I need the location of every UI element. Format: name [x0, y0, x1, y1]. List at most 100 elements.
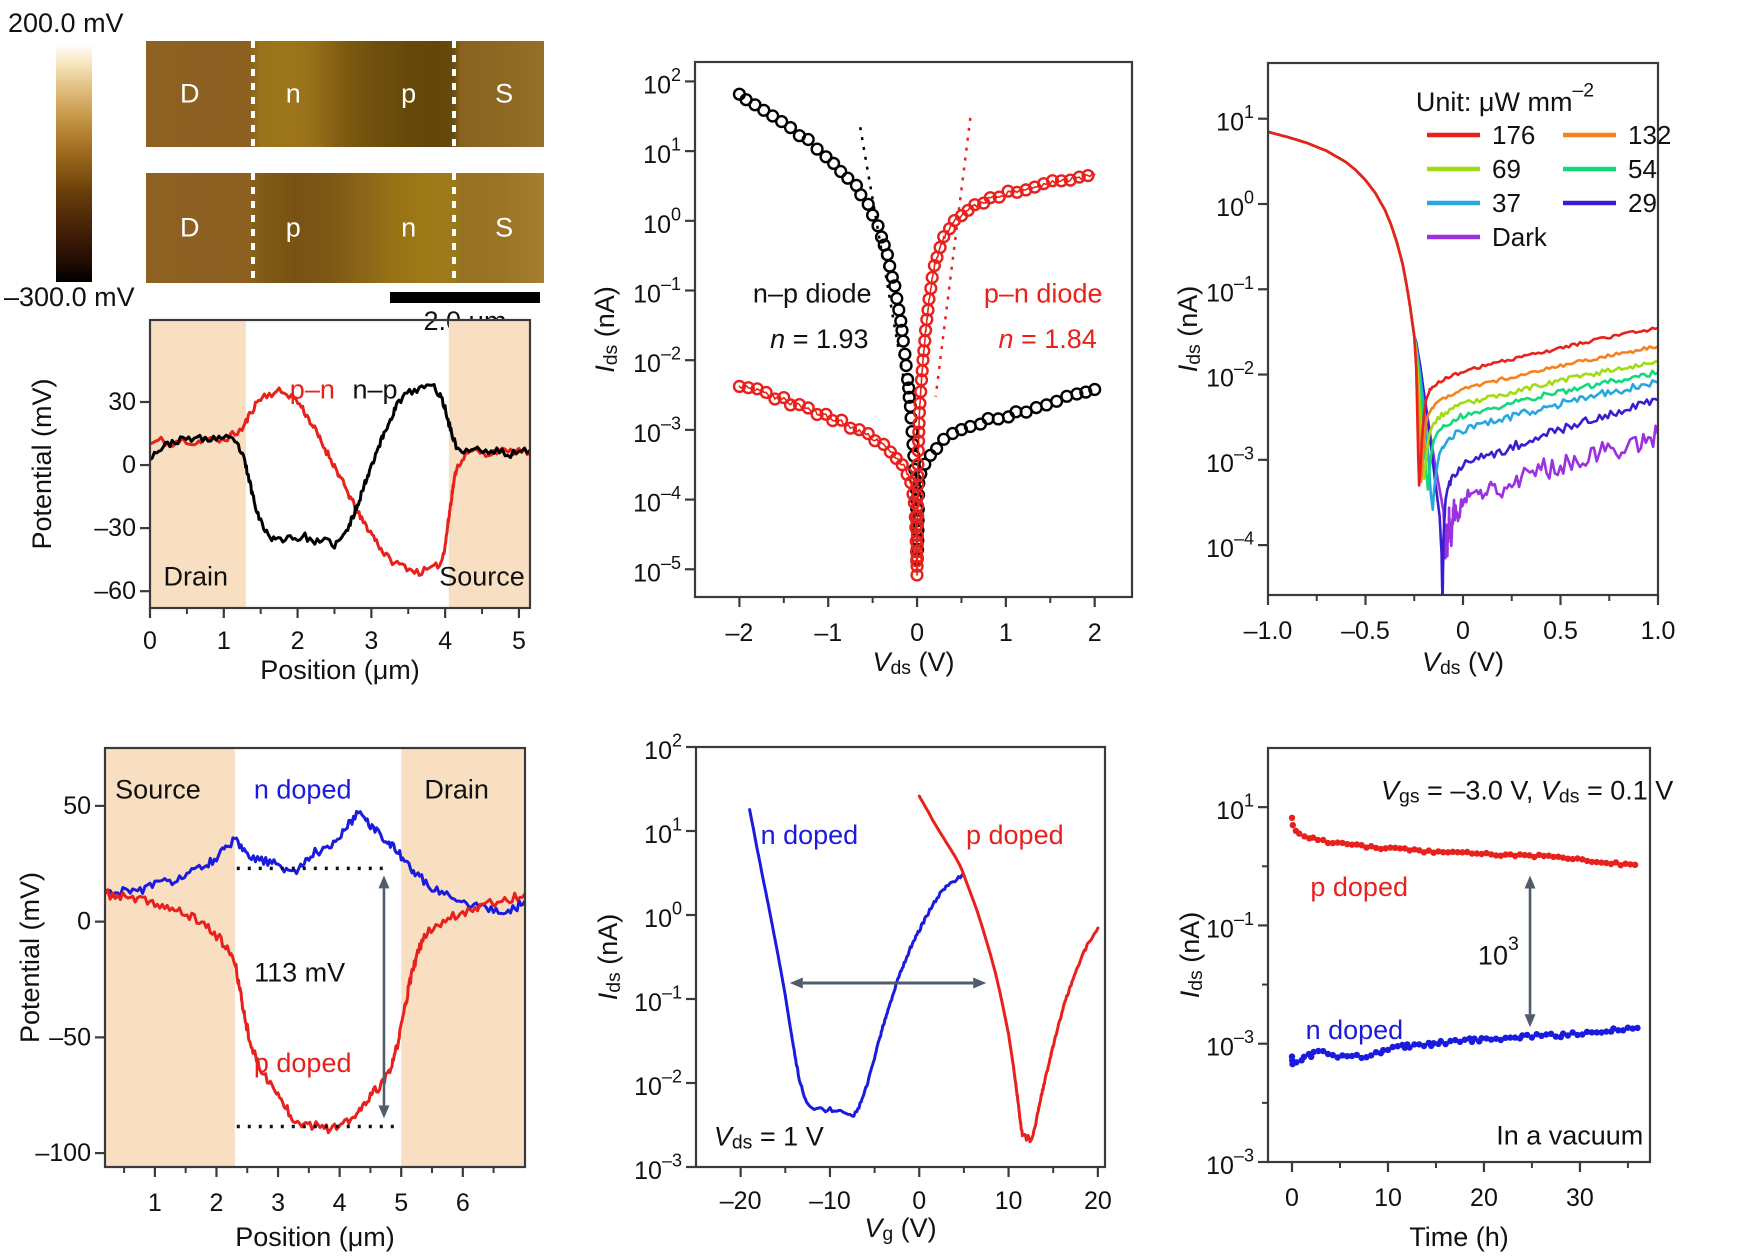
- svg-text:n = 1.84: n = 1.84: [998, 324, 1096, 354]
- svg-text:10–2: 10–2: [1206, 358, 1254, 393]
- svg-text:10–3: 10–3: [633, 413, 681, 448]
- svg-text:–60: –60: [94, 577, 136, 605]
- series-n doped: [1288, 1024, 1641, 1068]
- svg-text:4: 4: [333, 1189, 347, 1217]
- plot-frame: [693, 60, 1134, 599]
- svg-text:Position (μm): Position (μm): [235, 1222, 395, 1252]
- svg-text:Time (h): Time (h): [1409, 1222, 1509, 1252]
- svg-text:10–1: 10–1: [1206, 273, 1254, 308]
- svg-text:54: 54: [1628, 154, 1657, 184]
- x-axis: 0 10 20 30 Time (h): [1285, 1162, 1629, 1252]
- y-axis: 101 100 10–1 10–2 10–3 10–4 Ids (nA): [1173, 102, 1268, 563]
- svg-text:30: 30: [1566, 1184, 1594, 1212]
- plot-frame: [103, 746, 527, 1169]
- svg-text:101: 101: [643, 135, 681, 170]
- region-label: p: [285, 212, 301, 243]
- svg-text:–30: –30: [94, 514, 136, 542]
- colorbar-max-label: 200.0 mV: [8, 8, 124, 38]
- svg-text:n–p diode: n–p diode: [753, 279, 872, 309]
- svg-text:–0.5: –0.5: [1341, 617, 1390, 645]
- svg-text:1.0: 1.0: [1641, 617, 1676, 645]
- chart-photoresponse: –1.0 –0.5 0 0.5 1.0 Vds (V) 101 100 10–1 10–2 10–3…: [1173, 61, 1676, 679]
- series-132: [1268, 130, 1658, 484]
- colorbar: [56, 44, 92, 282]
- series-176: [1268, 130, 1658, 487]
- chart-kpfm-profile: 0 1 2 3 4 5 Position (μm) 30 0 –30 –60 Potential (m…: [27, 318, 532, 685]
- svg-text:Vds (V): Vds (V): [872, 647, 954, 679]
- svg-text:Vgs = –3.0 V, Vds = 0.1 V: Vgs = –3.0 V, Vds = 0.1 V: [1381, 776, 1673, 808]
- svg-text:–20: –20: [720, 1187, 762, 1215]
- series-Dark: [1268, 130, 1658, 560]
- svg-text:0: 0: [1285, 1184, 1299, 1212]
- annotation-arrow: [1524, 875, 1536, 1028]
- region-label: D: [180, 78, 200, 109]
- plot-frame: [1266, 61, 1660, 597]
- svg-text:Vg (V): Vg (V): [864, 1213, 936, 1245]
- svg-text:10–1: 10–1: [633, 274, 681, 309]
- svg-text:10–1: 10–1: [1206, 909, 1254, 944]
- svg-text:Position (μm): Position (μm): [260, 655, 420, 685]
- svg-text:100: 100: [1216, 187, 1254, 222]
- series-p doped: [917, 794, 1100, 1144]
- svg-text:10–3: 10–3: [1206, 443, 1254, 478]
- svg-text:100: 100: [643, 204, 681, 239]
- annotation-arrow: [378, 875, 390, 1119]
- svg-text:n = 1.93: n = 1.93: [770, 324, 868, 354]
- svg-text:p doped: p doped: [966, 820, 1064, 850]
- contact-divider-line: [251, 41, 256, 147]
- shaded-band: [150, 320, 246, 608]
- svg-text:0: 0: [912, 1187, 926, 1215]
- svg-text:5: 5: [394, 1189, 408, 1217]
- region-label: D: [180, 212, 200, 243]
- svg-text:103: 103: [1478, 933, 1519, 970]
- chart-stability-time: 0 10 20 30 Time (h) 101 10–1 10–3 10–3 Ids (nA) Vg…: [1175, 746, 1673, 1252]
- svg-text:Dark: Dark: [1492, 222, 1548, 252]
- colorbar-min-label: –300.0 mV: [4, 282, 135, 312]
- svg-text:10–2: 10–2: [634, 1067, 682, 1102]
- chart-transfer-curves: –20 –10 0 10 20 Vg (V) 102 101 100 10–1 10–2 10–3 Id…: [593, 731, 1112, 1245]
- svg-text:Unit: μW mm–2: Unit: μW mm–2: [1416, 80, 1594, 117]
- svg-text:37: 37: [1492, 188, 1521, 218]
- svg-text:10–3: 10–3: [634, 1151, 682, 1186]
- region-label: n: [285, 78, 301, 109]
- shaded-band: [401, 748, 525, 1167]
- svg-text:Source: Source: [439, 561, 525, 591]
- x-axis: –1.0 –0.5 0 0.5 1.0 Vds (V): [1244, 595, 1676, 679]
- svg-text:–50: –50: [49, 1023, 91, 1051]
- series-p-n diode: [732, 169, 1096, 582]
- svg-text:50: 50: [63, 792, 91, 820]
- svg-text:132: 132: [1628, 120, 1671, 150]
- chart-profile-pn-doped: 1 2 3 4 5 6 Position (μm) 50 0 –50 –100 Potential (…: [15, 746, 527, 1252]
- y-axis: 30 0 –30 –60 Potential (mV): [27, 378, 150, 605]
- svg-text:10–5: 10–5: [633, 553, 681, 588]
- guide-line: [934, 117, 972, 397]
- svg-text:10–3: 10–3: [1206, 1027, 1254, 1062]
- svg-text:–1.0: –1.0: [1244, 617, 1293, 645]
- y-axis: 50 0 –50 –100 Potential (mV): [15, 792, 105, 1167]
- region-label: n: [401, 212, 417, 243]
- svg-text:3: 3: [364, 627, 378, 655]
- shaded-band: [105, 748, 235, 1167]
- svg-text:0: 0: [1456, 617, 1470, 645]
- svg-text:Ids (nA): Ids (nA): [590, 286, 622, 373]
- svg-text:10: 10: [1374, 1184, 1402, 1212]
- region-label: S: [495, 212, 514, 243]
- svg-text:69: 69: [1492, 154, 1521, 184]
- svg-text:Drain: Drain: [424, 775, 489, 805]
- svg-text:5: 5: [512, 627, 526, 655]
- svg-text:2: 2: [1088, 619, 1102, 647]
- svg-text:30: 30: [108, 388, 136, 416]
- svg-text:In a vacuum: In a vacuum: [1496, 1121, 1643, 1151]
- series-n doped: [748, 808, 964, 1118]
- svg-text:101: 101: [1216, 791, 1254, 826]
- svg-text:1: 1: [999, 619, 1013, 647]
- svg-text:Ids (nA): Ids (nA): [1173, 286, 1205, 373]
- y-axis: 102 101 100 10–1 10–2 10–3 10–4 10–5 Ids (nA): [590, 65, 695, 587]
- svg-text:n doped: n doped: [761, 820, 859, 850]
- svg-text:6: 6: [456, 1189, 470, 1217]
- guide-line: [858, 127, 906, 385]
- contact-divider-line: [452, 173, 457, 283]
- svg-text:101: 101: [1216, 102, 1254, 136]
- svg-text:p–n diode: p–n diode: [984, 279, 1103, 309]
